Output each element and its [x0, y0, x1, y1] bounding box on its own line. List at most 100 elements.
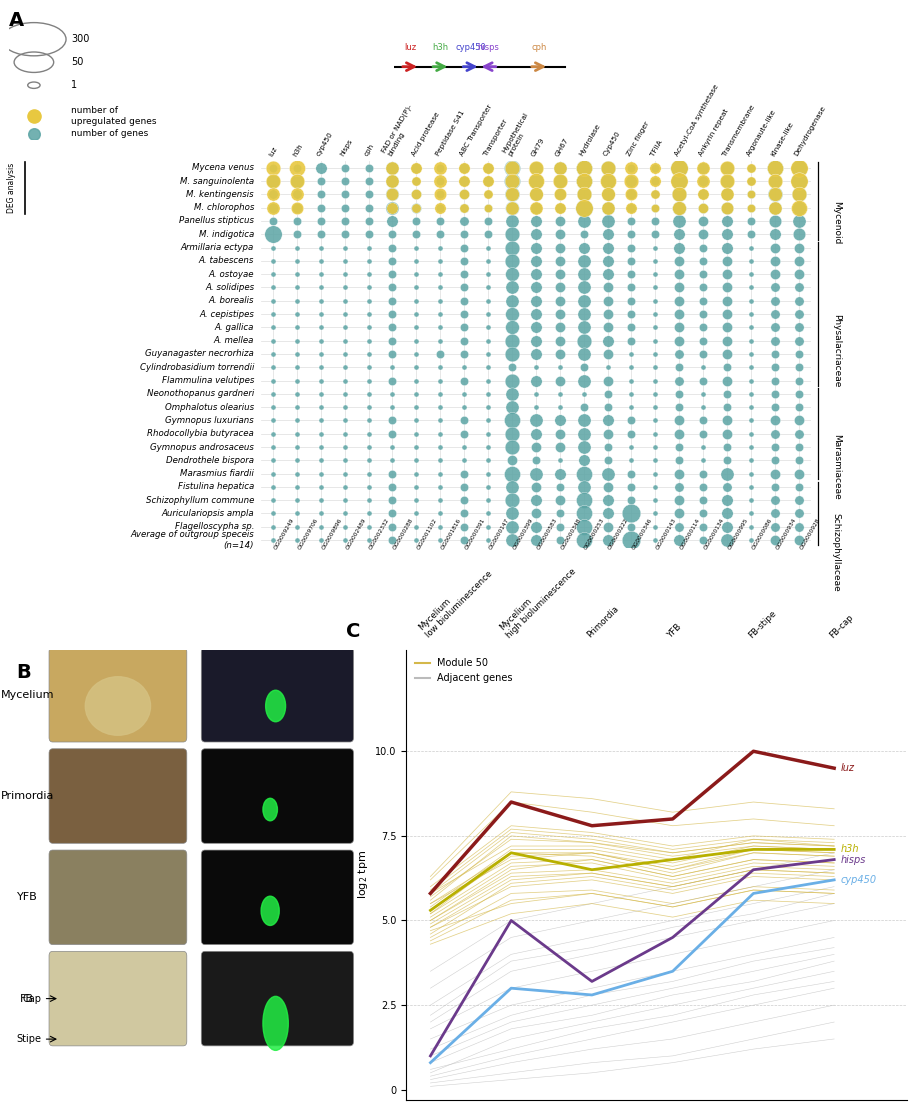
Point: [791, 159, 806, 177]
Point: [624, 252, 638, 270]
Text: OG0009249: OG0009249: [273, 517, 295, 550]
Point: [313, 464, 328, 482]
Point: [433, 464, 448, 482]
Point: [576, 504, 591, 522]
Point: [768, 398, 782, 416]
Point: [768, 464, 782, 482]
Point: [744, 518, 758, 536]
Point: [529, 319, 543, 337]
Point: [337, 491, 352, 509]
Point: [505, 531, 519, 549]
Point: [768, 478, 782, 496]
Text: A: A: [9, 11, 25, 30]
Point: [266, 199, 280, 217]
Point: [768, 451, 782, 469]
Point: [266, 292, 280, 310]
Point: [289, 199, 304, 217]
Point: [576, 332, 591, 350]
Point: [720, 504, 735, 522]
Point: [552, 451, 567, 469]
Text: OG0000348: OG0000348: [560, 517, 582, 550]
Point: [672, 159, 687, 177]
Point: [744, 199, 758, 217]
Text: luz: luz: [404, 42, 416, 51]
Point: [505, 451, 519, 469]
Point: [648, 212, 662, 230]
Point: [313, 306, 328, 323]
Ellipse shape: [266, 690, 286, 722]
Point: [720, 491, 735, 509]
Point: [385, 411, 399, 429]
Point: [768, 159, 782, 177]
Point: [433, 371, 448, 389]
Point: [457, 226, 472, 243]
Point: [600, 159, 615, 177]
Point: [696, 518, 711, 536]
Point: [266, 239, 280, 257]
Text: h3h: h3h: [291, 142, 304, 157]
Text: Gymnopus luxurians: Gymnopus luxurians: [166, 416, 254, 424]
Point: [791, 332, 806, 350]
Point: [648, 186, 662, 203]
Point: [576, 319, 591, 337]
Point: [289, 464, 304, 482]
Point: [696, 186, 711, 203]
Point: [744, 252, 758, 270]
Point: [791, 159, 806, 177]
Point: [672, 199, 687, 217]
Point: [385, 199, 399, 217]
Point: [768, 266, 782, 283]
Text: M. indigotica: M. indigotica: [199, 230, 254, 239]
Point: [505, 398, 519, 416]
Point: [600, 478, 615, 496]
Point: [791, 398, 806, 416]
Point: [529, 371, 543, 389]
Point: [457, 398, 472, 416]
Point: [289, 518, 304, 536]
Text: Physalacriaceae: Physalacriaceae: [832, 314, 841, 388]
Text: B: B: [16, 663, 31, 682]
Point: [552, 226, 567, 243]
Point: [600, 531, 615, 549]
Point: [289, 306, 304, 323]
Point: [266, 252, 280, 270]
Point: [409, 464, 424, 482]
Point: [266, 266, 280, 283]
Point: [337, 504, 352, 522]
Point: [696, 159, 711, 177]
Point: [433, 292, 448, 310]
Point: [768, 252, 782, 270]
Point: [385, 371, 399, 389]
Point: [552, 424, 567, 442]
Point: [672, 398, 687, 416]
Point: [648, 159, 662, 177]
Point: [409, 212, 424, 230]
Text: OG0000288: OG0000288: [392, 517, 415, 550]
Point: [529, 424, 543, 442]
Point: [600, 504, 615, 522]
Point: [505, 172, 519, 190]
Text: OG0000928: OG0000928: [799, 517, 821, 550]
Point: [313, 279, 328, 297]
Point: [624, 186, 638, 203]
Point: [791, 186, 806, 203]
Point: [505, 306, 519, 323]
Point: [600, 319, 615, 337]
Point: [433, 159, 448, 177]
Point: [576, 359, 591, 377]
Text: Schizophyllaceae: Schizophyllaceae: [832, 513, 841, 592]
Point: [768, 491, 782, 509]
Point: [768, 199, 782, 217]
Point: [696, 186, 711, 203]
Point: [791, 531, 806, 549]
Point: [361, 504, 376, 522]
Text: Cap: Cap: [23, 993, 42, 1003]
Point: [505, 424, 519, 442]
Point: [457, 438, 472, 456]
Point: [266, 491, 280, 509]
Point: [337, 159, 352, 177]
Point: [744, 172, 758, 190]
Point: [791, 266, 806, 283]
Point: [791, 504, 806, 522]
Point: [337, 252, 352, 270]
